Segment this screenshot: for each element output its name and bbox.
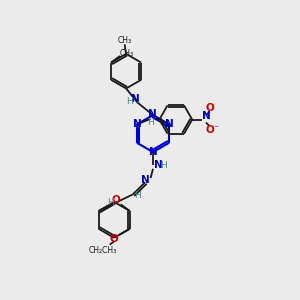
Text: O: O — [206, 125, 214, 135]
Text: N: N — [202, 111, 210, 121]
Text: CH₃: CH₃ — [118, 36, 132, 45]
Text: O: O — [111, 195, 120, 205]
Text: O: O — [110, 234, 118, 244]
Text: O: O — [206, 103, 214, 113]
Text: H: H — [134, 191, 141, 200]
Text: CH₃: CH₃ — [120, 49, 134, 58]
Text: N: N — [148, 147, 158, 157]
Text: N: N — [131, 94, 140, 103]
Text: N: N — [141, 175, 150, 184]
Text: ⁻: ⁻ — [214, 124, 219, 134]
Text: H: H — [147, 118, 154, 127]
Text: H: H — [107, 198, 114, 207]
Text: H: H — [160, 161, 167, 170]
Text: N: N — [148, 109, 157, 119]
Text: N: N — [165, 119, 173, 129]
Text: N: N — [154, 160, 163, 170]
Text: N: N — [133, 119, 141, 129]
Text: CH₂CH₃: CH₂CH₃ — [89, 245, 117, 254]
Text: H: H — [126, 97, 133, 106]
